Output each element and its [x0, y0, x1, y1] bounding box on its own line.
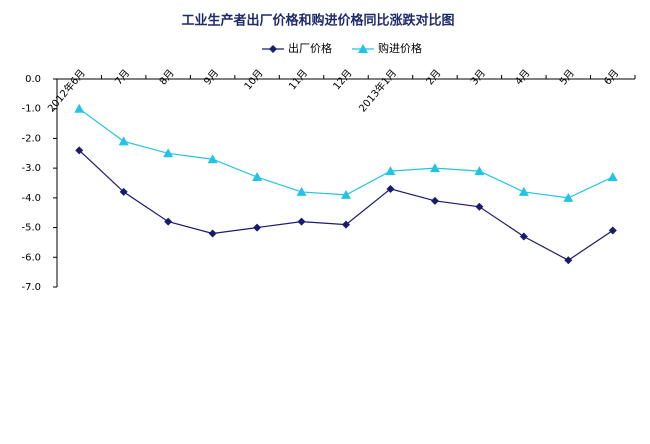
x-tick-label: 9月 — [201, 67, 221, 87]
legend-item: 购进价格 — [352, 41, 422, 55]
point — [207, 154, 218, 164]
y-tick-label: -3.0 — [21, 163, 41, 174]
point — [208, 229, 217, 238]
point — [253, 223, 262, 232]
point — [118, 136, 129, 146]
point — [429, 163, 440, 173]
point — [297, 217, 306, 226]
point — [607, 172, 618, 182]
x-tick-label: 2月 — [424, 67, 444, 87]
point — [564, 256, 573, 265]
y-tick-label: -7.0 — [21, 282, 41, 293]
point — [608, 226, 617, 235]
x-tick-label: 5月 — [557, 67, 577, 87]
legend-item: 出厂价格 — [262, 41, 332, 55]
series-line — [78, 149, 614, 261]
point — [386, 184, 395, 193]
point — [163, 148, 174, 158]
chart-title: 工业生产者出厂价格和购进价格同比涨跌对比图 — [181, 13, 454, 29]
x-tick-label: 10月 — [242, 67, 266, 92]
point — [475, 202, 484, 211]
y-tick-label: 0.0 — [25, 74, 41, 85]
x-tick-label: 2013年1月 — [356, 67, 399, 115]
point — [75, 146, 84, 155]
x-tick-label: 2012年6月 — [45, 67, 88, 115]
legend-label: 购进价格 — [378, 41, 422, 55]
series-line — [78, 108, 614, 199]
x-tick-label: 3月 — [468, 67, 488, 87]
point — [518, 186, 529, 196]
x-tick-label: 7月 — [113, 67, 133, 87]
point — [385, 166, 396, 176]
point — [563, 192, 574, 202]
point — [341, 189, 351, 199]
x-tick-label: 8月 — [157, 67, 177, 87]
y-tick-label: -5.0 — [21, 223, 41, 234]
point — [474, 166, 485, 176]
x-tick-label: 12月 — [331, 67, 355, 92]
legend-label: 出厂价格 — [288, 41, 332, 55]
point — [252, 172, 263, 182]
point — [74, 103, 85, 113]
legend-marker — [358, 44, 368, 53]
point — [430, 196, 439, 205]
legend-marker — [269, 45, 277, 53]
point — [119, 187, 128, 196]
point — [164, 217, 173, 226]
y-tick-label: -1.0 — [21, 104, 41, 115]
x-tick-label: 4月 — [513, 67, 533, 87]
x-tick-label: 6月 — [602, 67, 622, 87]
y-tick-label: -6.0 — [21, 252, 41, 263]
point — [342, 220, 350, 229]
point — [296, 186, 307, 196]
x-tick-label: 11月 — [286, 67, 310, 92]
point — [519, 232, 528, 241]
y-tick-label: -2.0 — [21, 133, 41, 144]
y-tick-label: -4.0 — [21, 193, 41, 204]
